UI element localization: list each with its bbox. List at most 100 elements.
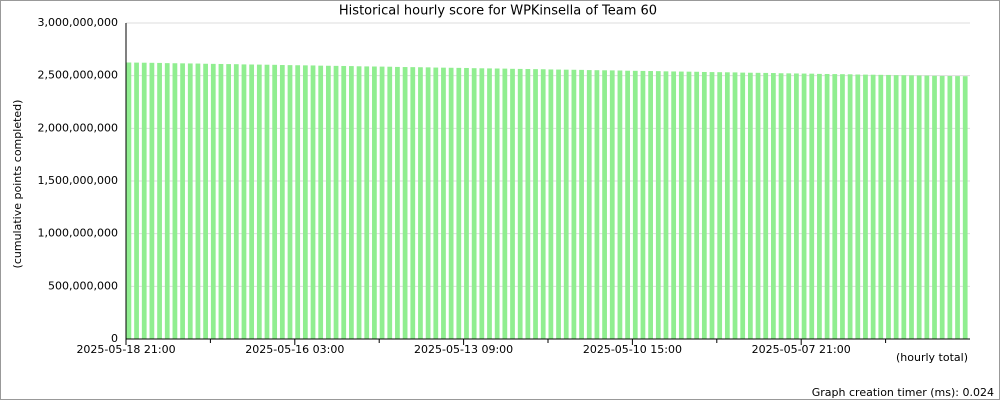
bar [134, 62, 139, 339]
bar [302, 65, 308, 340]
bar [479, 68, 485, 339]
bar [617, 70, 623, 339]
bar [579, 69, 584, 339]
footer: Graph creation timer (ms): 0.024 [812, 386, 994, 399]
y-tick-label: 1,000,000,000 [38, 227, 118, 240]
bar [218, 63, 224, 339]
bar [418, 67, 423, 340]
x-tick-label: 2025-05-07 21:00 [752, 343, 851, 356]
bar [901, 75, 907, 339]
bar [747, 72, 753, 339]
bar [586, 70, 592, 340]
bar [939, 75, 945, 340]
bar [295, 65, 301, 339]
bar [395, 66, 400, 339]
bar [464, 67, 469, 340]
bar [632, 70, 638, 339]
bar [893, 75, 899, 339]
bar [602, 70, 607, 339]
bar [264, 64, 270, 339]
bar [310, 65, 316, 339]
bar [279, 65, 285, 339]
bar [540, 69, 546, 339]
bar [801, 73, 807, 339]
bar [387, 66, 393, 340]
bar [840, 74, 845, 339]
y-tick-label: 1,500,000,000 [38, 174, 118, 187]
bar [563, 69, 569, 340]
bar [349, 66, 354, 340]
bar [886, 74, 891, 340]
bar [187, 63, 193, 339]
bar [210, 63, 216, 340]
bar [149, 62, 155, 339]
bar [318, 65, 324, 339]
bar [157, 62, 162, 340]
bar [870, 74, 876, 340]
bar [471, 68, 477, 340]
bar [372, 66, 377, 339]
bar [778, 73, 784, 339]
bar [525, 69, 531, 339]
bar [694, 71, 700, 339]
bar [847, 74, 853, 339]
bar [249, 64, 255, 339]
bar [678, 71, 684, 340]
bar [878, 74, 884, 339]
y-tick-label: 500,000,000 [48, 279, 118, 292]
bar [594, 70, 600, 339]
y-tick-label: 3,000,000,000 [38, 16, 118, 29]
bar [180, 63, 185, 340]
bar [786, 73, 792, 339]
bar [195, 63, 201, 339]
bar [556, 69, 561, 339]
bar [817, 73, 822, 339]
bar [794, 73, 799, 340]
bar [448, 67, 454, 340]
bar [932, 75, 937, 339]
x-tick-label: 2025-05-13 09:00 [414, 343, 513, 356]
bar [655, 71, 661, 340]
bar [379, 66, 385, 339]
bar [356, 66, 362, 340]
bar [233, 64, 239, 339]
bar [671, 71, 677, 339]
bar [947, 75, 953, 339]
bar [648, 71, 654, 340]
bar [686, 71, 692, 339]
bar [809, 73, 815, 339]
bar [172, 63, 178, 339]
bar [487, 68, 492, 339]
y-axis-label: (cumulative points completed) [11, 100, 24, 269]
bar [717, 72, 723, 339]
bar [364, 66, 370, 339]
x-tick-label: 2025-05-16 03:00 [245, 343, 344, 356]
y-tick-label: 2,500,000,000 [38, 69, 118, 82]
bar [571, 69, 577, 339]
bar [771, 73, 776, 340]
bar [832, 74, 838, 339]
bar [548, 69, 554, 340]
bar [916, 75, 922, 340]
bar [517, 68, 523, 340]
bar [341, 65, 347, 339]
bar [824, 73, 830, 340]
bar [625, 70, 630, 339]
bar [740, 72, 746, 339]
x-tick-label: 2025-05-10 15:00 [583, 343, 682, 356]
bar [533, 69, 538, 340]
bar [164, 63, 170, 340]
bar [272, 64, 278, 340]
bar [709, 72, 715, 340]
bar [141, 62, 147, 340]
bar [256, 64, 262, 340]
x-tick-label: 2025-05-18 21:00 [76, 343, 175, 356]
bar [510, 68, 515, 339]
bar [855, 74, 861, 340]
bar [763, 72, 769, 339]
bar [126, 62, 132, 339]
bar [609, 70, 615, 340]
bar [226, 64, 232, 339]
bar [241, 64, 247, 340]
